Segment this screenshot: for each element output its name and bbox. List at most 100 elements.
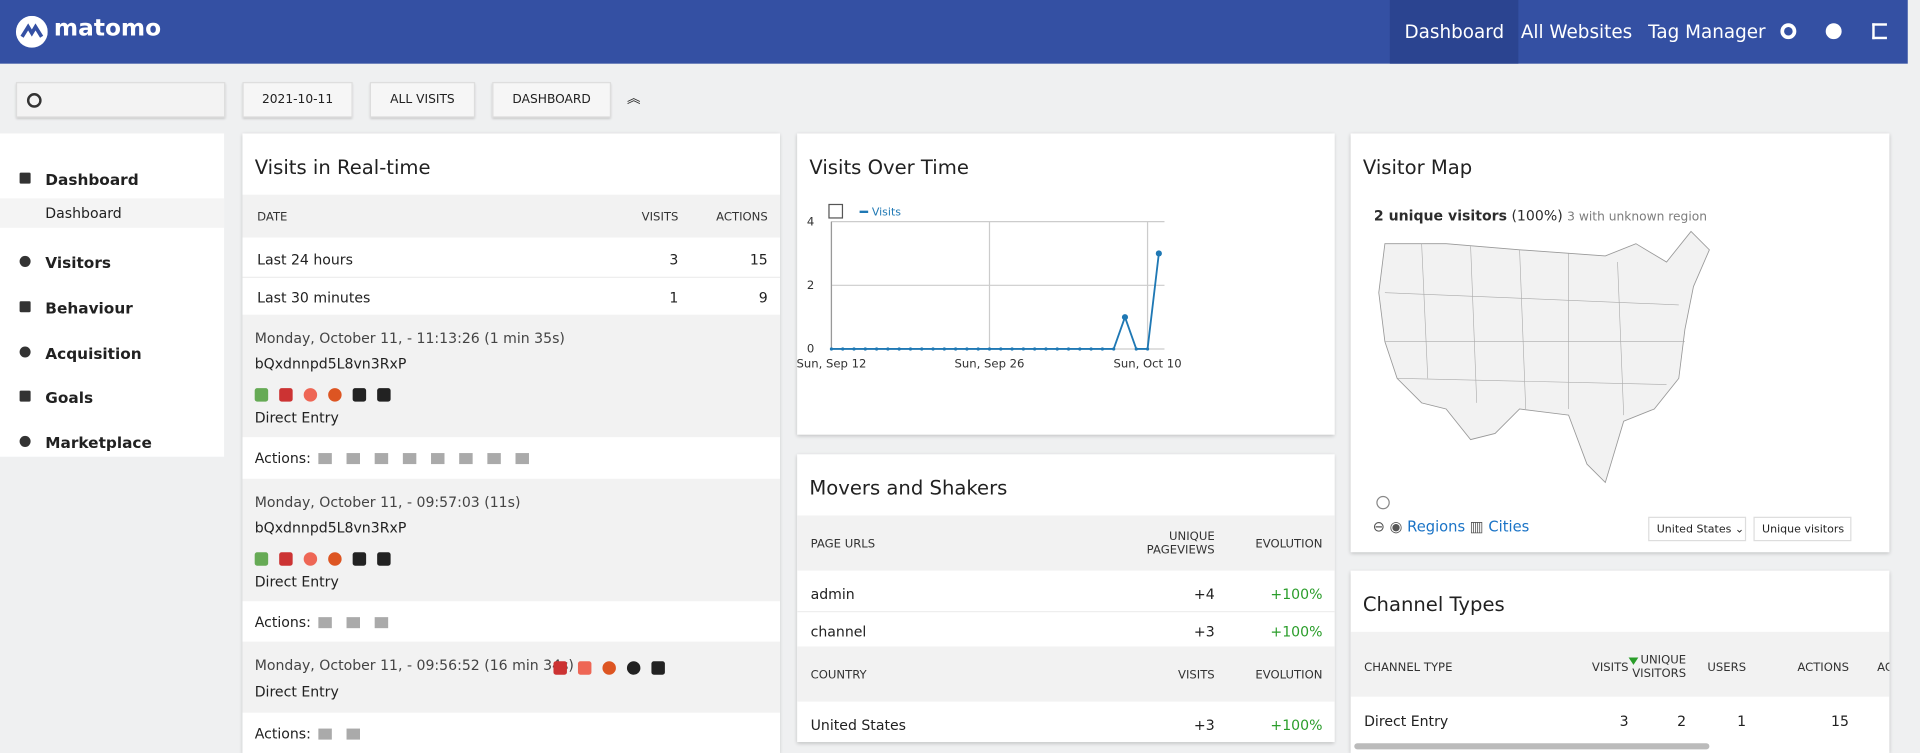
point bbox=[931, 347, 935, 351]
point bbox=[920, 347, 924, 351]
point bbox=[1134, 347, 1138, 351]
metric-select-text: Unique visitors bbox=[1762, 524, 1845, 537]
y-tick-label: 0 bbox=[807, 342, 814, 356]
point bbox=[841, 347, 845, 351]
cell: +4 bbox=[1193, 585, 1215, 603]
chart: 0 2 4 Sun, Sep 12 Sun, Sep 26 Sun, Oct 10 Visi… bbox=[797, 203, 1182, 370]
scrollbar[interactable] bbox=[1354, 743, 1710, 750]
column-header: DATE bbox=[257, 210, 288, 225]
action-icon bbox=[318, 728, 332, 740]
sort-icon bbox=[1628, 657, 1639, 665]
logo: matomo bbox=[53, 14, 162, 42]
visit-icons bbox=[254, 382, 402, 405]
action-icon bbox=[431, 453, 445, 465]
sidebar-item[interactable]: Dashboard bbox=[45, 170, 139, 189]
point bbox=[1100, 347, 1104, 351]
nav-item[interactable]: Tag Manager bbox=[1648, 20, 1766, 43]
sidebar-item[interactable]: Visitors bbox=[45, 253, 111, 272]
logout-icon[interactable] bbox=[1872, 23, 1887, 40]
dashboard-picker[interactable]: DASHBOARD bbox=[492, 82, 612, 118]
cell: Last 24 hours bbox=[257, 251, 353, 269]
metric-select[interactable]: Unique visitors ⌄ bbox=[1753, 516, 1852, 552]
actions-label: Actions: bbox=[254, 449, 311, 467]
visit-icon bbox=[303, 388, 318, 402]
country-select[interactable]: United States ⌄ bbox=[1648, 516, 1747, 542]
visit-time: Monday, October 11, - 09:57:03 (11s) bbox=[254, 493, 521, 511]
action-icon bbox=[346, 453, 361, 465]
action-icon bbox=[402, 453, 417, 465]
cell: +3 bbox=[1193, 623, 1215, 641]
settings-icon[interactable] bbox=[1780, 23, 1797, 40]
action-icon bbox=[374, 453, 389, 465]
cell: 2 bbox=[1677, 712, 1687, 730]
point bbox=[1066, 347, 1071, 351]
sidebar-item[interactable]: Behaviour bbox=[45, 298, 133, 318]
sidebar-icon bbox=[19, 172, 31, 184]
action-icon bbox=[318, 453, 332, 465]
cell: 3 bbox=[669, 251, 679, 269]
sidebar: Dashboard Visitors Behaviour Acquisition Goa… bbox=[0, 133, 225, 457]
movers-widget: Movers and Shakers PAGE URLS UNIQUE PAGEV… bbox=[797, 454, 1335, 743]
search-icon bbox=[26, 93, 42, 108]
sidebar-item[interactable]: Acquisition bbox=[45, 344, 142, 363]
nav-item[interactable]: All Websites bbox=[1520, 20, 1633, 43]
search-box[interactable] bbox=[15, 82, 226, 118]
column-header: UNIQUE VISITORS bbox=[1632, 653, 1687, 681]
table-header bbox=[797, 515, 1335, 571]
visit-icon bbox=[303, 552, 318, 566]
y-tick-label: 2 bbox=[807, 278, 814, 292]
cell: 1 bbox=[1737, 712, 1747, 730]
visits-over-time-widget: Visits Over Time 0 2 4 Sun, Sep 12 Sun, Sep … bbox=[797, 133, 1335, 435]
legend-label: Visits bbox=[872, 206, 901, 219]
nav-item[interactable]: Dashboard bbox=[1389, 0, 1519, 64]
action-icon bbox=[346, 728, 361, 740]
sidebar-icon bbox=[19, 346, 31, 358]
point bbox=[829, 347, 834, 351]
point bbox=[1112, 347, 1116, 351]
cities-link[interactable]: Cities bbox=[1488, 517, 1530, 536]
visit-time: Monday, October 11, - 11:13:26 (1 min 35… bbox=[254, 329, 565, 347]
point bbox=[1078, 347, 1082, 351]
visit-icon bbox=[352, 388, 367, 402]
point bbox=[1121, 314, 1129, 321]
cell: channel bbox=[810, 623, 867, 641]
info-icon[interactable] bbox=[1376, 495, 1390, 510]
sidebar-icon bbox=[19, 255, 31, 267]
visit-icon bbox=[328, 552, 342, 566]
column-header: ACTIONS bbox=[1797, 661, 1849, 675]
widget-title: Visitor Map bbox=[1362, 155, 1473, 179]
cell: 9 bbox=[758, 288, 768, 307]
point bbox=[1055, 347, 1059, 351]
action-icon bbox=[459, 453, 473, 465]
point bbox=[1089, 347, 1093, 351]
regions-link[interactable]: Regions bbox=[1407, 517, 1466, 536]
sidebar-subitem-text[interactable]: Dashboard bbox=[45, 204, 122, 222]
point bbox=[852, 347, 856, 351]
date-picker[interactable]: 2021-10-11 bbox=[242, 82, 353, 118]
visit-icon bbox=[254, 552, 269, 566]
sidebar-item[interactable]: Marketplace bbox=[45, 433, 152, 452]
help-icon[interactable] bbox=[1825, 23, 1842, 40]
sidebar-icon bbox=[19, 435, 31, 447]
point bbox=[908, 347, 913, 351]
visitor-count: 2 unique visitors bbox=[1373, 206, 1507, 225]
map-shape bbox=[1378, 230, 1710, 484]
sidebar-item[interactable]: Goals bbox=[45, 388, 94, 407]
row-border bbox=[797, 611, 1335, 613]
referrer: Direct Entry bbox=[254, 573, 339, 591]
row-border bbox=[242, 276, 781, 278]
cell: +100% bbox=[1270, 623, 1323, 641]
action-icon bbox=[487, 453, 501, 465]
realtime-widget: Visits in Real-time DATE VISITS ACTIONS Las… bbox=[242, 133, 781, 753]
visitor-map-widget: Visitor Map 2 unique visitors (100%) 3 w… bbox=[1350, 133, 1890, 553]
header: matomo Dashboard All Websites Tag Manage… bbox=[0, 0, 1908, 64]
column-header: AC bbox=[1877, 661, 1889, 675]
visit-icons bbox=[254, 546, 402, 569]
cell: +100% bbox=[1270, 585, 1323, 603]
collapse-icon[interactable]: ︽ bbox=[626, 90, 641, 107]
segment-picker[interactable]: ALL VISITS bbox=[369, 82, 476, 118]
country-select-text: United States bbox=[1656, 524, 1732, 537]
cell: +3 bbox=[1193, 716, 1215, 734]
widget-title: Movers and Shakers bbox=[809, 476, 1008, 500]
